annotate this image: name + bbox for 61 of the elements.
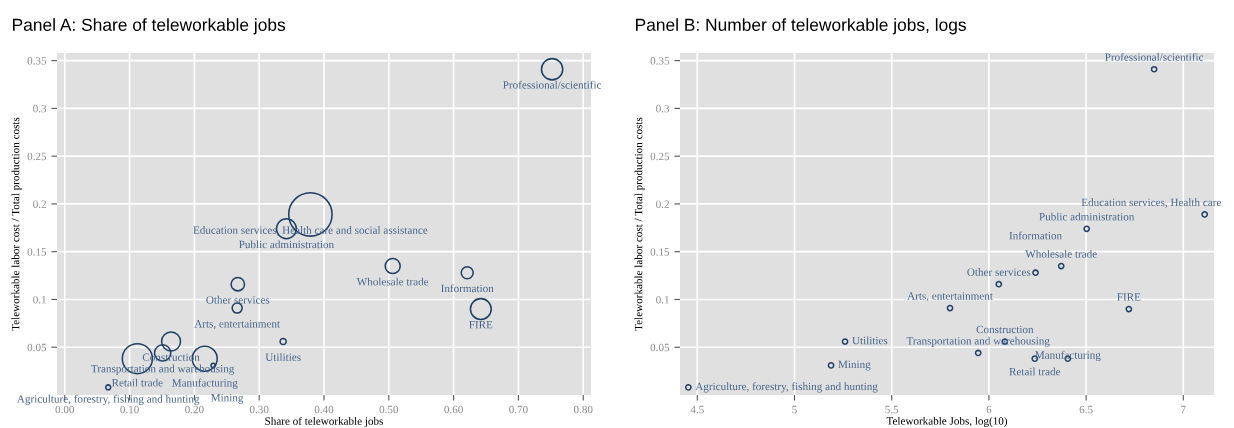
y-tick-label: 0.25 [27,152,47,161]
annotation: Public administration [239,240,334,249]
annotation: Retail trade [111,378,163,387]
x-tick-label: 7 [1181,405,1186,414]
annotation: Education services, Health care [1081,198,1221,208]
chart-title: Panel B: Number of teleworkable jobs, logs [636,18,966,35]
x-tick-label: 6 [986,405,992,414]
annotation: Utilities [265,353,301,361]
x-tick-label: 0.40 [314,405,334,414]
y-tick-label: 0.35 [650,57,670,65]
x-tick-label: 0.50 [379,405,399,414]
chart-title: Panel A: Share of teleworkable jobs [13,18,286,35]
y-tick-label: 0.3 [33,104,47,113]
annotation: FIRE [1117,293,1141,301]
annotation: Mining [211,394,244,404]
x-axis-title: Share of teleworkable jobs [265,416,383,428]
y-axis-title: Teleworkable labor cost / Total production costs [11,117,22,331]
x-tick-label: 6.5 [1079,405,1093,414]
y-tick-label: 0.05 [650,343,670,352]
annotation: Agriculture, forestry, fishing and hunting [695,382,878,393]
y-tick-label: 0.1 [656,295,669,304]
y-tick-label: 0.2 [656,200,669,208]
x-tick-label: 0.00 [55,405,75,414]
y-axis-title: Teleworkable labor cost / Total production costs [634,117,645,331]
annotation: Wholesale trade [1025,249,1097,258]
annotation: Other services [967,268,1031,276]
annotation: Manufacturing [1035,350,1101,362]
y-tick-label: 0.1 [33,295,46,304]
x-tick-label: 0.70 [509,405,528,414]
x-axis-title: Teleworkable Jobs, log(10) [886,416,1008,427]
annotation: Information [1009,231,1062,240]
x-tick-label: 0.20 [185,405,204,414]
y-tick-label: 0.3 [656,104,670,113]
y-tick-label: 0.35 [27,57,47,65]
y-tick-label: 0.05 [27,343,47,352]
annotation: Arts, entertainment [194,320,280,330]
annotation: Manufacturing [172,378,238,389]
x-tick-label: 5.5 [885,405,899,414]
annotation: FIRE [469,321,493,329]
y-tick-label: 0.15 [27,248,47,256]
annotation: Agriculture, forestry, fishing and hunting [17,394,200,405]
annotation: Other services [206,295,270,304]
annotation: Mining [838,360,871,371]
annotation: Retail trade [1009,367,1061,376]
annotation: Construction [976,325,1034,334]
annotation: Arts, entertainment [907,292,993,302]
x-tick-label: 5 [792,405,797,414]
y-tick-label: 0.15 [650,248,670,256]
annotation: Professional/scientific [1105,52,1204,61]
annotation: Professional/scientific [503,80,602,89]
x-tick-label: 4.5 [690,405,704,414]
y-tick-label: 0.2 [33,200,46,208]
x-tick-label: 0.80 [573,405,593,414]
y-tick-label: 0.25 [650,152,670,161]
annotation: Information [441,284,494,293]
x-tick-label: 0.60 [444,405,463,414]
annotation: Public administration [1039,212,1135,221]
annotation: Utilities [852,336,888,345]
x-tick-label: 0.30 [249,405,269,414]
annotation: Wholesale trade [356,277,429,286]
x-tick-label: 0.10 [120,405,139,414]
